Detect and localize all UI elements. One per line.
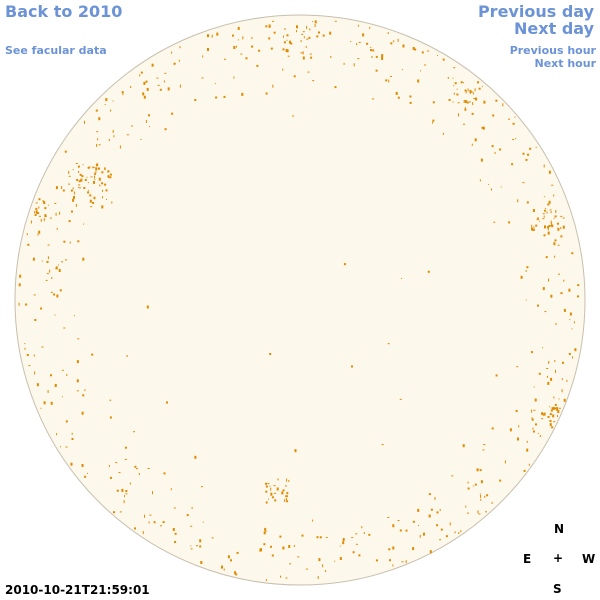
see-facular-data-link[interactable]: See facular data: [5, 44, 107, 57]
previous-day-link[interactable]: Previous day: [477, 2, 594, 21]
compass-north: N: [554, 522, 565, 536]
next-hour-link[interactable]: Next hour: [534, 57, 597, 70]
faculae-points: [18, 20, 580, 582]
previous-hour-link[interactable]: Previous hour: [509, 44, 596, 57]
compass-south: S: [553, 582, 562, 596]
solar-disk: [14, 14, 586, 586]
observation-timestamp: 2010-10-21T21:59:01: [5, 583, 150, 597]
compass-center: +: [553, 551, 564, 565]
next-day-link[interactable]: Next day: [514, 19, 594, 38]
back-to-year-link[interactable]: Back to 2010: [5, 2, 123, 21]
compass-west: W: [582, 552, 596, 566]
compass-east: E: [523, 552, 532, 566]
